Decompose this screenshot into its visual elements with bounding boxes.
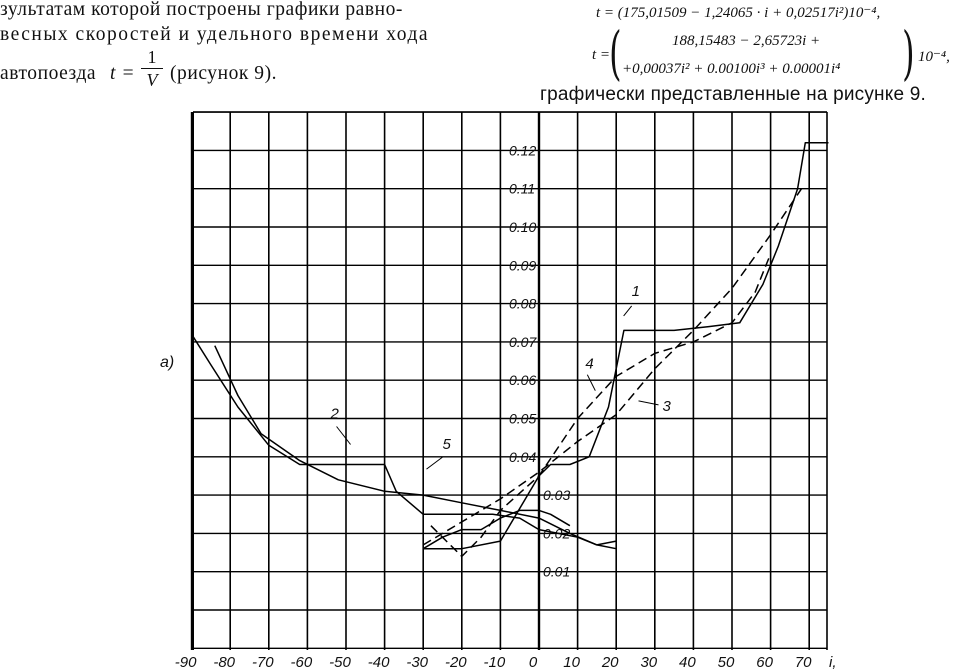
right-caption: графически представленные на рисунке 9. — [540, 84, 926, 105]
x-tick-label: 20 — [601, 654, 619, 669]
y-tick-label: 0.05 — [509, 411, 536, 427]
paragraph-line-1: зультатам которой построены графики равн… — [0, 0, 403, 20]
x-tick-label: -60 — [291, 654, 313, 669]
formula-2-right-paren: ) — [902, 19, 915, 87]
y-tick-label: 0.01 — [543, 564, 570, 580]
y-tick-label: 0.03 — [543, 487, 570, 503]
y-tick-label: 0.10 — [509, 219, 536, 235]
x-tick-label: 60 — [756, 654, 773, 669]
chart-grid — [190, 111, 828, 650]
y-tick-label: 0.09 — [509, 257, 536, 273]
fraction-bar — [141, 68, 163, 69]
y-tick-label: 0.06 — [509, 372, 536, 388]
x-tick-label: 70 — [795, 654, 812, 669]
curve-leader-5 — [426, 456, 443, 470]
series-line-1 — [423, 141, 829, 550]
formula-2-tail: 10⁻⁴, — [918, 49, 950, 65]
panel-label: a) — [160, 354, 174, 371]
y-tick-label: 0.12 — [509, 142, 536, 158]
series-line-3 — [422, 188, 803, 546]
curve-label-4: 4 — [585, 356, 593, 373]
x-tick-label: 30 — [640, 654, 657, 669]
formula-2-lhs: t = — [592, 47, 611, 63]
chart-labels: a) 1 2 3 4 5 — [160, 283, 672, 470]
paragraph-line-3-end: (рисунок 9). — [170, 63, 278, 84]
series-line-unlabeled — [422, 509, 571, 550]
chart-series — [190, 141, 829, 558]
x-tick-label: 50 — [718, 654, 735, 669]
curve-leader-4 — [586, 374, 596, 391]
curve-leader-3 — [638, 400, 659, 406]
formula-2-left-paren: ( — [609, 19, 622, 87]
x-tick-label: 10 — [563, 654, 580, 669]
formula-2-row-1: 188,15483 − 2,65723i + — [672, 33, 821, 49]
x-tick-label: -30 — [406, 654, 428, 669]
formula-1: t = (175,01509 − 1,24065 · i + 0,02517i²… — [596, 5, 881, 21]
equation-t-label: t = — [110, 63, 136, 84]
curve-leader-1 — [623, 305, 633, 317]
series-line-2 — [190, 333, 617, 550]
fraction-denominator: V — [146, 70, 158, 90]
x-axis-label: i, — [829, 654, 837, 669]
x-tick-label: 0 — [529, 654, 538, 669]
x-tick-label: -90 — [175, 654, 197, 669]
x-tick-label: 40 — [679, 654, 696, 669]
y-tick-label: 0.04 — [509, 449, 536, 465]
series-line-4 — [430, 253, 772, 558]
paragraph-line-2: весных скоростей и удельного времени ход… — [0, 24, 430, 45]
paragraph-line-3-start: автопоезда — [0, 63, 97, 84]
curve-label-5: 5 — [443, 436, 452, 453]
y-tick-label: 0.07 — [509, 334, 537, 350]
x-tick-label: -80 — [213, 654, 235, 669]
x-tick-label: -40 — [368, 654, 390, 669]
formula-2-row-2: +0,00037i² + 0.00100i³ + 0.00001i⁴ — [622, 61, 841, 77]
curve-label-2: 2 — [330, 406, 340, 423]
fraction-numerator: 1 — [147, 47, 157, 67]
y-tick-label: 0.11 — [509, 181, 535, 197]
x-tick-label: -50 — [329, 654, 351, 669]
chart-axes: 0.010.020.030.040.050.060.070.080.090.10… — [175, 112, 837, 669]
x-tick-label: -20 — [445, 654, 467, 669]
series-line-5 — [214, 345, 617, 546]
curve-label-3: 3 — [663, 398, 672, 415]
fraction-one-over-v: 1 V — [141, 46, 163, 91]
curve-leader-2 — [336, 426, 351, 445]
y-tick-label: 0.08 — [509, 296, 536, 312]
curve-label-1: 1 — [632, 283, 640, 300]
x-tick-label: -70 — [252, 654, 274, 669]
x-tick-label: -10 — [484, 654, 506, 669]
